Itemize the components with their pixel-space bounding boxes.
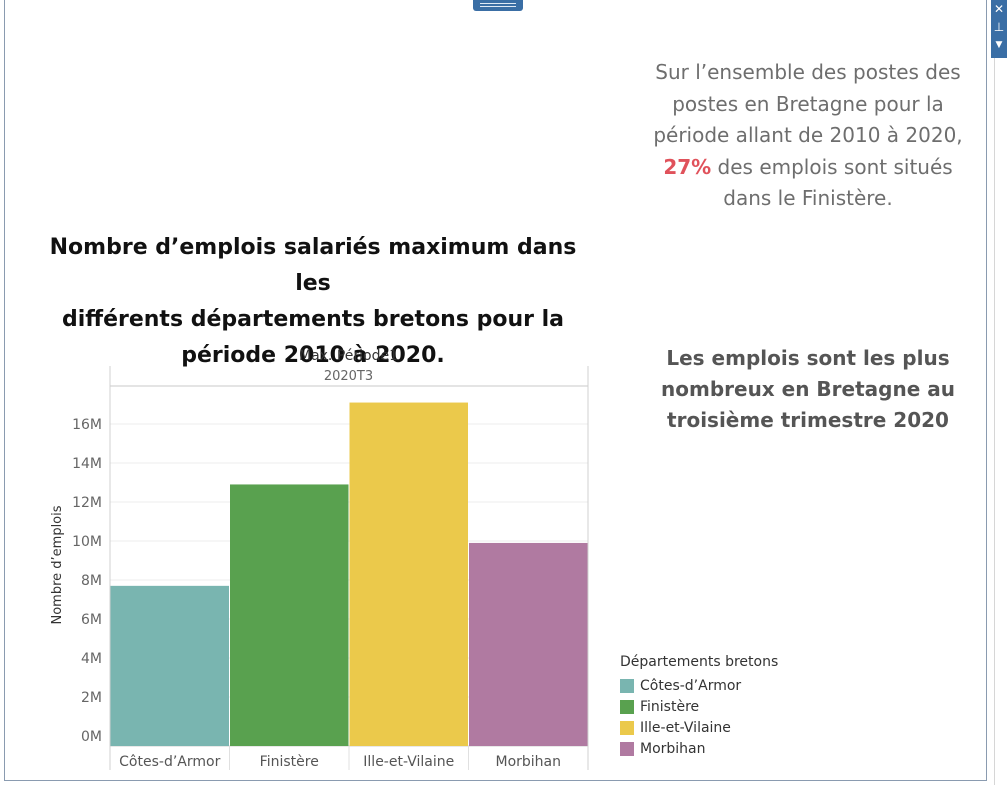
y-tick-label: 6M <box>81 612 102 628</box>
scrollbar-track[interactable] <box>994 58 1007 785</box>
y-tick-label: 2M <box>81 690 102 706</box>
close-icon[interactable]: ✕ <box>993 2 1005 16</box>
bar-1 <box>110 585 229 746</box>
x-tick-label: Morbihan <box>495 754 561 770</box>
highlight-line: nombreux en Bretagne au <box>661 377 955 401</box>
y-tick-label: 12M <box>72 495 102 511</box>
y-tick-label: 4M <box>81 651 102 667</box>
annotation-line: Sur l’ensemble des postes des <box>655 60 961 84</box>
dropdown-arrow-icon[interactable]: ▼ <box>995 40 1003 50</box>
drag-handle[interactable] <box>473 0 523 11</box>
legend-swatch <box>620 678 634 693</box>
y-tick-label: 8M <box>81 573 102 589</box>
highlight-line: Les emplois sont les plus <box>666 346 950 370</box>
legend-item[interactable]: Finistère <box>620 696 820 717</box>
x-tick-label: Côtes-d’Armor <box>119 754 220 770</box>
legend-item[interactable]: Ille-et-Vilaine <box>620 717 820 738</box>
dashboard-frame <box>4 0 987 781</box>
bar-4 <box>469 542 588 746</box>
chart-title-line: différents départements bretons pour la <box>61 307 565 332</box>
legend-item[interactable]: Côtes-d’Armor <box>620 675 820 696</box>
bar-3 <box>349 402 468 746</box>
highlight-line: troisième trimestre 2020 <box>667 408 949 432</box>
annotation-line: dans le Finistère. <box>723 186 893 210</box>
legend-items: Côtes-d’Armor Finistère Ille-et-Vilaine Mor… <box>620 675 820 759</box>
annotation-text: des emplois sont situés <box>711 154 953 179</box>
x-tick-label: Finistère <box>260 754 319 770</box>
percent-value: 27% <box>663 154 712 179</box>
legend-item[interactable]: Morbihan <box>620 738 820 759</box>
annotation-line: période allant de 2010 à 2020, <box>653 123 963 147</box>
legend: Départements bretons Côtes-d’Armor Finist… <box>620 654 820 759</box>
legend-label: Morbihan <box>640 740 706 757</box>
legend-label: Finistère <box>640 698 700 715</box>
legend-label: Ille-et-Vilaine <box>640 719 731 736</box>
y-tick-label: 0M <box>81 729 102 745</box>
chart-title-line: Nombre d’emplois salariés maximum dans l… <box>49 235 577 296</box>
scrollbar[interactable]: ✕ ⊥ ▼ <box>991 0 1007 785</box>
y-tick-label: 14M <box>72 456 102 472</box>
column-header-value: 2020T3 <box>323 369 374 384</box>
bar-2 <box>230 484 349 746</box>
annotation-line: postes en Bretagne pour la <box>672 91 944 116</box>
pin-icon[interactable]: ⊥ <box>993 20 1005 34</box>
y-tick-label: 16M <box>72 417 102 433</box>
chart-title-line: période 2010 à 2020. <box>181 343 445 368</box>
chart-title: Nombre d’emplois salariés maximum dans l… <box>36 230 590 374</box>
y-axis-title: Nombre d’emplois <box>50 505 65 624</box>
x-tick-label: Ille-et-Vilaine <box>363 754 454 770</box>
legend-swatch <box>620 741 634 756</box>
column-header-label: Max. Période1 <box>298 348 399 364</box>
legend-label: Côtes-d’Armor <box>640 677 742 694</box>
annotation-line: 27% des emplois sont situés <box>622 152 994 184</box>
legend-swatch <box>620 720 634 735</box>
y-tick-label: 10M <box>72 534 102 550</box>
legend-swatch <box>620 699 634 714</box>
toolbar-strip: ✕ ⊥ ▼ <box>991 0 1007 58</box>
bar-chart: 0M 2M 4M 6M 8M 10M 12M 14M 16M Nombre d’emplois Cô… <box>50 366 589 770</box>
highlight-text: Les emplois sont les plus nombreux en Br… <box>622 343 994 436</box>
summary-annotation: Sur l’ensemble des postes des postes en … <box>622 57 994 215</box>
legend-title: Départements bretons <box>620 654 779 670</box>
